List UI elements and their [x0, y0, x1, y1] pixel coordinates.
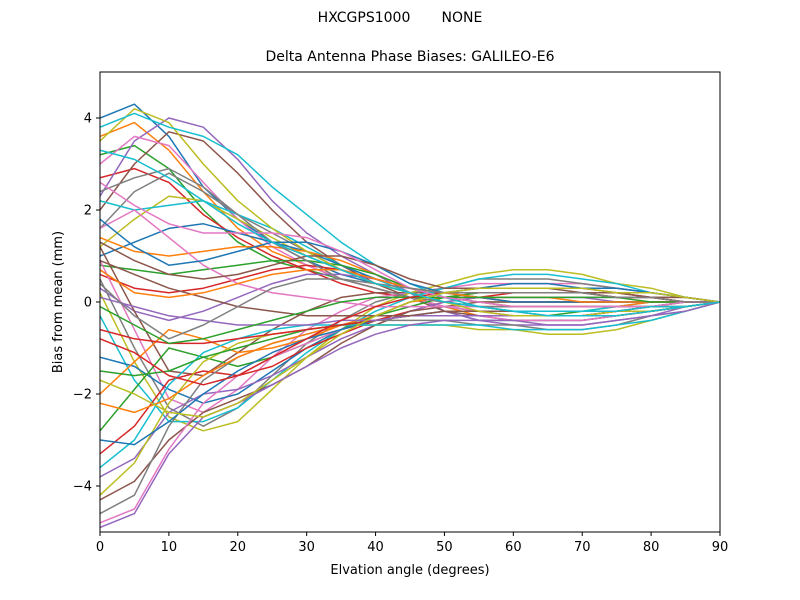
series-line-49 — [100, 287, 720, 418]
series-line-13 — [100, 259, 720, 303]
x-tick-label: 50 — [436, 540, 453, 555]
x-tick-label: 40 — [367, 540, 384, 555]
x-tick-label: 90 — [712, 540, 729, 555]
series-line-33 — [100, 301, 720, 377]
series-line-18 — [100, 278, 720, 427]
series-line-26 — [100, 301, 720, 501]
y-tick-label: −2 — [73, 388, 92, 403]
x-tick-label: 60 — [505, 540, 522, 555]
y-tick-label: 0 — [84, 296, 92, 311]
x-tick-label: 70 — [574, 540, 591, 555]
series-line-12 — [100, 236, 720, 308]
y-axis: −4 −2 0 2 4 — [73, 112, 100, 495]
series-layer — [100, 103, 720, 529]
x-tick-label: 80 — [643, 540, 660, 555]
series-line-27 — [100, 301, 720, 524]
x-tick-label: 10 — [161, 540, 178, 555]
series-line-48 — [100, 278, 720, 340]
chart-title: Delta Antenna Phase Biases: GALILEO-E6 — [265, 49, 555, 65]
x-tick-label: 0 — [96, 540, 104, 555]
y-tick-label: −4 — [73, 480, 92, 495]
y-tick-label: 4 — [84, 112, 92, 127]
x-tick-label: 30 — [298, 540, 315, 555]
x-axis-label: Elvation angle (degrees) — [330, 563, 489, 578]
figure-suptitle: HXCGPS1000 NONE — [317, 10, 483, 26]
y-axis-label: Bias from mean (mm) — [51, 231, 66, 373]
x-axis: 0 10 20 30 40 50 60 70 80 90 — [96, 532, 728, 555]
x-tick-label: 20 — [230, 540, 247, 555]
y-tick-label: 2 — [84, 204, 92, 219]
series-line-50 — [100, 149, 720, 312]
